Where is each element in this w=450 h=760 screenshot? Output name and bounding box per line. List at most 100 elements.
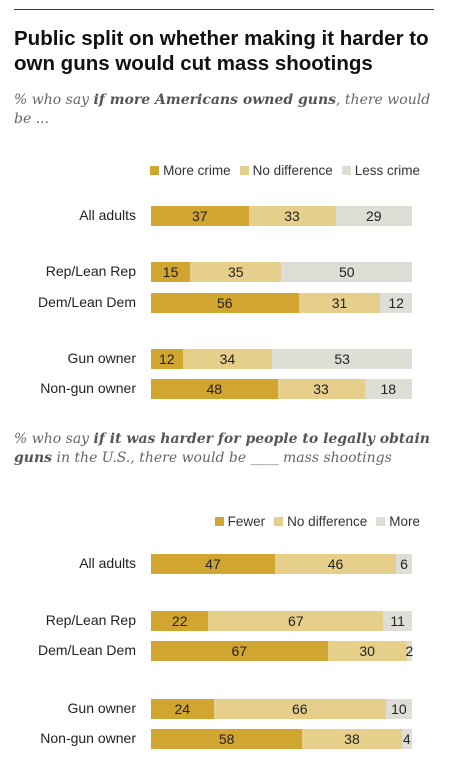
bar-segment: 22 [151,611,209,631]
bar-segment: 37 [151,206,249,226]
legend-item: Fewer [214,514,266,529]
stacked-bar: 58 38 4 [151,729,412,749]
bar-segment: 31 [298,293,381,313]
category-label: Gun owner [67,700,136,716]
legend-swatch [376,517,386,526]
chart-title: Public split on whether making it harder… [14,27,429,75]
bar-segment: 10 [385,699,412,719]
bar-segment: 46 [274,554,397,574]
panel-1-subtitle: % who say if more Americans owned guns, … [14,91,434,129]
stacked-bar: 48 33 18 [151,379,412,399]
legend-swatch [341,166,351,175]
legend-label: Fewer [227,514,266,529]
legend-item: Less crime [341,163,420,178]
bar-segment: 6 [396,554,412,574]
bar-segment: 67 [208,611,384,631]
bar-segment: 33 [277,379,365,399]
panel-2-subtitle-prefix: % who say [14,431,94,447]
legend-item: More crime [150,163,231,178]
bar-segment: 33 [248,206,336,226]
bar-segment: 48 [151,379,278,399]
data-label: 35 [228,264,244,280]
stacked-bar: 56 31 12 [151,293,412,313]
panel-2-subtitle-suffix: in the U.S., there would be ____ mass sh… [52,450,392,466]
stacked-bar: 47 46 6 [151,554,412,574]
data-label: 67 [288,613,304,629]
category-label: Rep/Lean Rep [45,612,136,628]
data-label: 53 [334,351,350,367]
bar-segment: 12 [380,293,412,313]
category-label: All adults [79,207,136,223]
bar-segment: 38 [302,729,402,749]
data-label: 24 [174,701,191,717]
category-label: Dem/Lean Dem [37,294,136,310]
bar-segment: 24 [151,699,214,719]
bar-segment: 56 [151,293,299,313]
legend-swatch [274,517,284,526]
legend-item: More [376,514,420,529]
legend-swatch [214,517,224,526]
bar-segment: 34 [182,349,273,369]
data-label: 22 [171,613,188,629]
category-label: Rep/Lean Rep [45,263,136,279]
legend-label: No difference [252,163,333,178]
data-label: 38 [344,731,360,747]
stacked-bar: 67 30 2 [151,641,414,661]
data-label: 10 [391,701,407,717]
bar-segment: 50 [281,262,412,282]
legend-label: Less crime [354,163,420,178]
legend-item: No difference [239,163,333,178]
top-rule [14,9,434,10]
bar-segment: 2 [405,641,414,661]
data-label: 56 [217,295,233,311]
bar-segment: 47 [151,554,275,574]
legend-label: More crime [163,163,231,178]
stacked-bar: 12 34 53 [151,349,412,369]
bar-segment: 58 [151,729,303,749]
data-label: 30 [359,643,375,659]
bar-segment: 18 [364,379,412,399]
data-label: 18 [380,381,397,397]
data-label: 33 [313,381,329,397]
panel-2-legend: Fewer No difference More [120,514,420,529]
bar-segment: 11 [383,611,412,631]
bar-segment: 67 [151,641,328,661]
legend-item: No difference [274,514,367,529]
category-label: Non-gun owner [40,730,136,746]
data-label: 11 [390,613,405,629]
data-label: 4 [402,731,411,747]
data-label: 58 [218,731,235,747]
data-label: 66 [291,701,308,717]
category-label: Gun owner [67,350,136,366]
data-label: 29 [365,208,382,224]
data-label: 46 [327,556,344,572]
category-label: Dem/Lean Dem [37,642,136,658]
data-label: 2 [405,643,414,659]
data-label: 6 [400,556,408,572]
category-label: Non-gun owner [40,380,136,396]
panel-1-subtitle-emphasis: if more Americans owned guns [93,92,337,108]
legend-label: No difference [287,514,368,529]
legend-label: More [389,514,420,529]
panel-1-legend: More crime No difference Less crime [120,163,420,178]
data-label: 33 [284,208,300,224]
stacked-bar: 15 35 50 [151,262,412,282]
data-label: 34 [219,351,236,367]
panel-1-subtitle-suffix: , there would be ... [14,92,431,127]
data-label: 12 [159,351,175,367]
bar-segment: 4 [401,729,412,749]
data-label: 31 [331,295,348,311]
stacked-bar: 24 66 10 [151,699,412,719]
data-label: 50 [338,264,355,280]
data-label: 37 [191,208,208,224]
bar-segment: 53 [272,349,412,369]
category-label: All adults [79,555,136,571]
panel-2-subtitle-emphasis: if it was harder for people to legally o… [14,431,430,466]
legend-swatch [239,166,249,175]
legend-swatch [150,166,160,175]
data-label: 67 [231,643,248,659]
bar-segment: 30 [327,641,407,661]
data-label: 12 [388,295,404,311]
bar-segment: 66 [213,699,386,719]
stacked-bar: 22 67 11 [151,611,412,631]
